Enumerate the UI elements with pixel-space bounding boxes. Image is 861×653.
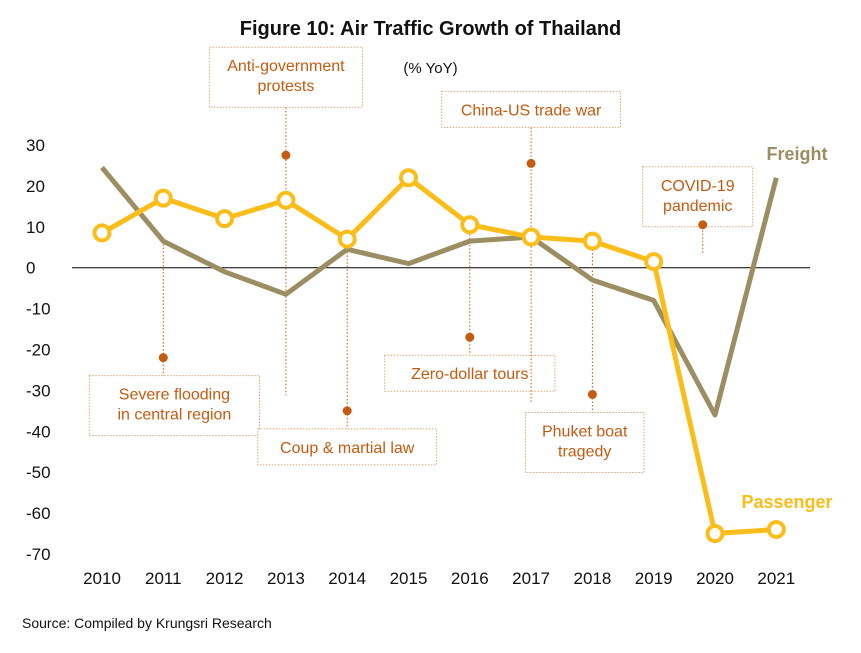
x-tick-label: 2014 [328,569,366,588]
passenger-point [215,209,235,229]
annotation-dot [465,332,475,342]
x-tick-label: 2020 [696,569,734,588]
y-tick-label: -10 [26,300,51,319]
x-tick-label: 2012 [206,569,244,588]
y-tick-label: 30 [26,136,45,155]
x-tick-label: 2013 [267,569,305,588]
passenger-point [766,519,786,539]
y-tick-label: 20 [26,177,45,196]
annotation-dot [158,353,168,363]
passenger-point [276,190,296,210]
freight-line [100,165,779,418]
x-tick-label: 2011 [145,569,182,588]
x-tick-label: 2015 [390,569,428,588]
annotation-text: China-US trade war [461,102,602,119]
annotation-dot [526,158,536,168]
annotation-box [441,90,622,128]
annotation-box [208,46,363,108]
chart-subtitle: (% YoY) [403,60,458,77]
annotation-dot [281,150,291,160]
annotation-box [88,375,260,437]
y-tick-label: -70 [26,545,51,564]
y-tick-label: 0 [26,259,35,278]
annotation-text: Severe flooding [119,387,230,404]
passenger-point [644,252,664,272]
passenger-point [705,524,725,544]
passenger-point [337,229,357,249]
x-tick-label: 2010 [83,569,121,588]
y-tick-label: 10 [26,218,45,237]
x-tick-label: 2019 [635,569,673,588]
annotation-text: tragedy [558,443,611,460]
passenger-point [582,231,602,251]
y-tick-label: -60 [26,504,51,523]
passenger-point [153,188,173,208]
passenger-line [100,175,777,537]
y-tick-label: -40 [26,422,51,441]
annotation-text: Phuket boat [542,423,628,440]
annotation-box [257,428,438,466]
y-tick-label: -20 [26,341,51,360]
x-tick-label: 2021 [757,569,795,588]
annotation-box [524,411,645,473]
series-label-passenger: Passenger [741,492,832,512]
y-tick-label: -50 [26,463,51,482]
y-tick-label: -30 [26,381,51,400]
annotation-text: COVID-19 [661,178,735,195]
x-tick-label: 2017 [512,569,550,588]
annotation-dot [587,389,597,399]
x-tick-label: 2018 [573,569,611,588]
passenger-point [521,227,541,247]
series-label-freight: Freight [767,144,828,164]
annotation-dot [698,220,708,230]
annotation-text: pandemic [663,198,732,215]
annotation-box [642,166,754,228]
annotation-text: in central region [117,407,231,424]
annotation-text: Anti-government [227,58,345,75]
annotation-box [384,354,556,392]
passenger-point [399,168,418,188]
annotation-text: Coup & martial law [280,440,415,457]
chart-title: Figure 10: Air Traffic Growth of Thailan… [239,18,622,40]
passenger-point [460,215,480,235]
annotation-text: protests [257,78,314,95]
annotation-text: Zero-dollar tours [411,366,528,383]
annotation-dot [342,406,352,416]
source-note: Source: Compiled by Krungsri Research [22,615,272,631]
passenger-point [92,223,112,243]
x-tick-label: 2016 [451,569,489,588]
